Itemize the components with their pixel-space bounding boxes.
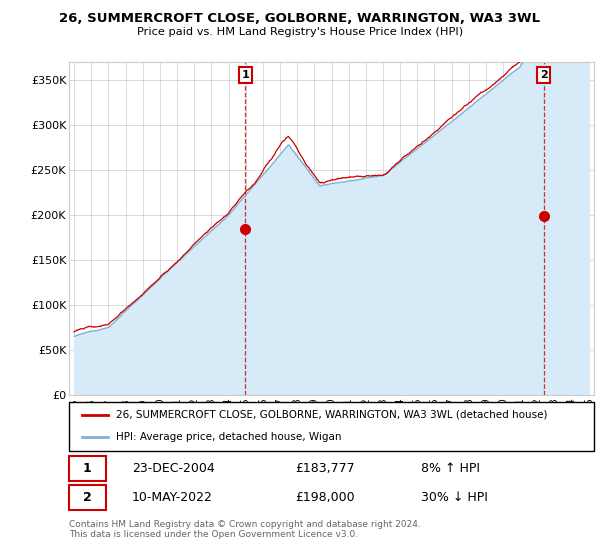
Text: 2: 2 (540, 70, 548, 80)
FancyBboxPatch shape (69, 486, 106, 510)
Text: 10-MAY-2022: 10-MAY-2022 (132, 491, 213, 504)
Text: 1: 1 (83, 462, 92, 475)
Text: 26, SUMMERCROFT CLOSE, GOLBORNE, WARRINGTON, WA3 3WL (detached house): 26, SUMMERCROFT CLOSE, GOLBORNE, WARRING… (116, 410, 548, 420)
Text: £198,000: £198,000 (295, 491, 355, 504)
Text: 30% ↓ HPI: 30% ↓ HPI (421, 491, 488, 504)
Text: £183,777: £183,777 (295, 462, 355, 475)
Text: 23-DEC-2004: 23-DEC-2004 (132, 462, 215, 475)
Text: 2: 2 (83, 491, 92, 504)
Text: Contains HM Land Registry data © Crown copyright and database right 2024.
This d: Contains HM Land Registry data © Crown c… (69, 520, 421, 539)
FancyBboxPatch shape (69, 456, 106, 480)
Text: 26, SUMMERCROFT CLOSE, GOLBORNE, WARRINGTON, WA3 3WL: 26, SUMMERCROFT CLOSE, GOLBORNE, WARRING… (59, 12, 541, 25)
Text: 8% ↑ HPI: 8% ↑ HPI (421, 462, 480, 475)
Text: 1: 1 (241, 70, 249, 80)
FancyBboxPatch shape (69, 402, 594, 451)
Text: HPI: Average price, detached house, Wigan: HPI: Average price, detached house, Wiga… (116, 432, 342, 442)
Text: Price paid vs. HM Land Registry's House Price Index (HPI): Price paid vs. HM Land Registry's House … (137, 27, 463, 37)
